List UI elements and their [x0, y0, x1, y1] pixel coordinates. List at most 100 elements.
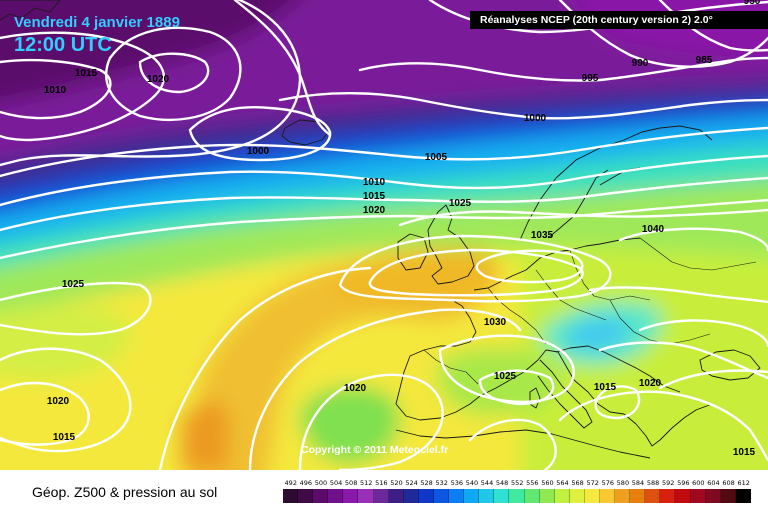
scale-label: 576	[601, 479, 614, 487]
scale-swatch	[388, 489, 404, 503]
scale-swatch	[494, 489, 510, 503]
scale-swatch	[298, 489, 314, 503]
isobar-label: 985	[696, 55, 713, 66]
isobars	[0, 0, 768, 470]
isobar-label: 1020	[363, 205, 386, 216]
scale-label: 580	[616, 479, 630, 487]
scale-label: 584	[631, 479, 645, 487]
scale-label: 592	[661, 479, 675, 487]
isobar-label: 1015	[363, 191, 386, 202]
isobar-label: 1025	[62, 279, 85, 290]
scale-label: 564	[556, 479, 569, 487]
scale-swatch	[449, 489, 465, 503]
scale-swatch	[479, 489, 495, 503]
scale-label: 492	[284, 479, 297, 487]
scale-swatch	[328, 489, 344, 503]
isobar-label: 1025	[449, 198, 472, 209]
scale-label: 532	[435, 479, 448, 487]
isobar-label: 1020	[147, 74, 170, 85]
isobar-label: 1010	[44, 85, 67, 96]
scale-swatch	[373, 489, 389, 503]
scale-label: 572	[586, 479, 599, 487]
scale-swatch	[645, 489, 661, 503]
copyright-text: Copyright © 2011 Meteociel.fr	[301, 444, 449, 456]
coastlines	[0, 0, 761, 459]
scale-swatch	[615, 489, 631, 503]
isobar-label: 1015	[75, 68, 98, 79]
isobar-label: 1020	[639, 378, 662, 389]
scale-swatch	[720, 489, 736, 503]
scale-swatch	[358, 489, 374, 503]
scale-swatch	[569, 489, 585, 503]
scale-label: 596	[677, 479, 690, 487]
isobar-label: 1025	[494, 371, 517, 382]
scale-swatch	[433, 489, 450, 503]
footer-label: Géop. Z500 & pression au sol	[32, 484, 218, 500]
scale-labels: 492 496 500 504 508 512 516 520 524 528 532 536 540 5…	[283, 478, 751, 488]
color-scale: 492 496 500 504 508 512 516 520 524 528 532 536 540 5…	[283, 478, 751, 504]
scale-swatch	[464, 489, 480, 503]
weather-map: 1015 1020 1010 1000 1005 1000 995 990 985 1010 101…	[0, 0, 768, 470]
scale-swatch	[403, 489, 419, 503]
scale-label: 556	[526, 479, 539, 487]
scale-swatch	[630, 489, 646, 503]
isobar-label: 950	[744, 0, 761, 7]
scale-label: 544	[480, 479, 494, 487]
scale-label: 508	[344, 479, 358, 487]
scale-swatch	[418, 489, 434, 503]
scale-label: 552	[511, 479, 524, 487]
scale-label: 568	[571, 479, 584, 487]
scale-label: 504	[329, 479, 343, 487]
scale-swatch	[735, 489, 751, 503]
time-title: 12:00 UTC	[14, 34, 112, 56]
scale-label: 528	[420, 479, 433, 487]
scale-label: 600	[692, 479, 705, 487]
scale-label: 608	[722, 479, 735, 487]
scale-swatch	[313, 489, 329, 503]
scale-label: 540	[465, 479, 479, 487]
scale-label: 612	[737, 479, 750, 487]
scale-swatch	[554, 489, 570, 503]
scale-swatch	[509, 489, 525, 503]
scale-swatch	[343, 489, 359, 503]
isobar-label: 1020	[344, 383, 367, 394]
date-title: Vendredi 4 janvier 1889	[14, 14, 180, 31]
scale-label: 516	[375, 479, 388, 487]
scale-swatch	[675, 489, 691, 503]
scale-swatch	[584, 489, 600, 503]
scale-swatch	[283, 489, 299, 503]
source-banner: Réanalyses NCEP (20th century version 2)…	[470, 11, 768, 29]
isobar-labels: 1015 1020 1010 1000 1005 1000 995 990 985 1010 101…	[44, 0, 761, 458]
footer: Géop. Z500 & pression au sol 492 496 500 50…	[0, 470, 768, 512]
map-canvas: 1015 1020 1010 1000 1005 1000 995 990 985 1010 101…	[0, 0, 768, 470]
isobar-label: 1020	[47, 396, 70, 407]
scale-swatch	[539, 489, 555, 503]
scale-label: 588	[646, 479, 660, 487]
scale-label: 524	[405, 479, 418, 487]
isobar-label: 1000	[247, 146, 270, 157]
isobar-label: 1035	[531, 230, 554, 241]
scale-label: 560	[541, 479, 554, 487]
isobar-label: 1005	[425, 152, 448, 163]
scale-label: 548	[495, 479, 509, 487]
isobar-label: 995	[582, 73, 599, 84]
isobar-label: 990	[632, 58, 649, 69]
isobar-label: 1015	[733, 447, 756, 458]
scale-swatch	[660, 489, 676, 503]
isobar-label: 1010	[363, 177, 386, 188]
isobar-label: 1000	[524, 113, 547, 124]
isobar-label: 1040	[642, 224, 665, 235]
scale-swatch	[599, 489, 616, 503]
scale-label: 520	[390, 479, 403, 487]
scale-swatch	[705, 489, 721, 503]
scale-swatch	[524, 489, 540, 503]
scale-label: 512	[360, 479, 373, 487]
scale-label: 496	[299, 479, 313, 487]
isobar-label: 1015	[53, 432, 76, 443]
scale-label: 604	[707, 479, 720, 487]
scale-label: 500	[314, 479, 328, 487]
scale-label: 536	[450, 479, 464, 487]
isobar-label: 1030	[484, 317, 507, 328]
isobar-label: 1015	[594, 382, 617, 393]
scale-swatch	[690, 489, 706, 503]
